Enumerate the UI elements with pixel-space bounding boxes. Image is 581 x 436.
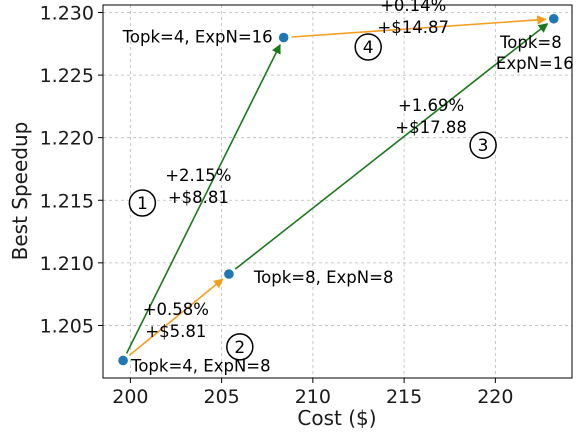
data-point [278, 32, 289, 43]
data-point [224, 269, 234, 279]
badge-circle [354, 33, 382, 61]
x-axis-label: Cost ($) [297, 406, 376, 430]
point-label: Topk=8 [499, 33, 562, 52]
x-tick-label: 210 [295, 386, 331, 408]
annotation-line2: +$8.81 [168, 188, 229, 207]
arrow-2 [128, 278, 224, 357]
data-point [548, 13, 559, 24]
arrows [125, 15, 549, 357]
y-tick-label: 1.225 [40, 65, 94, 87]
badge-circle [128, 189, 157, 217]
annotation-line2: +$14.87 [377, 18, 449, 37]
annotation-line1: +1.69% [398, 96, 464, 115]
plot-frame [102, 4, 573, 379]
badge-number: 1 [137, 194, 148, 214]
grid [103, 5, 572, 378]
y-axis-label: Best Speedup [8, 122, 32, 261]
points [118, 13, 559, 366]
badge-circle [226, 333, 254, 361]
y-tick-label: 1.220 [40, 128, 94, 150]
point-label: Topk=4, ExpN=16 [122, 28, 273, 47]
point-label: Topk=8, ExpN=8 [253, 268, 394, 287]
annotation-line1: +2.15% [165, 166, 231, 185]
y-tick-label: 1.215 [40, 190, 94, 212]
annotation-line1: +0.14% [380, 0, 446, 15]
annotation-line1: +0.58% [143, 300, 209, 319]
x-tick-label: 220 [477, 386, 513, 408]
annotation-line2: +$5.81 [145, 322, 206, 341]
x-tick-label: 205 [203, 386, 239, 408]
annotation-line2: +$17.88 [395, 118, 467, 137]
y-tick-label: 1.230 [40, 3, 94, 25]
badge-number: 4 [363, 38, 374, 58]
point-label: ExpN=16 [496, 54, 574, 73]
point-label: Topk=4, ExpN=8 [130, 356, 271, 375]
x-tick-label: 215 [386, 386, 422, 408]
badge-circle [469, 131, 497, 159]
badge-number: 3 [478, 136, 489, 156]
badge-number: 2 [234, 338, 245, 358]
y-tick-label: 1.205 [40, 315, 94, 337]
ticks: 200 205 210 215 220 1.205 1.210 1.215 1.220 1.225… [40, 3, 514, 408]
annotations: Topk=4, ExpN=8 Topk=8, ExpN=8 Topk=4, ExpN… [122, 0, 574, 375]
arrow-3 [234, 23, 549, 270]
arrow-4 [291, 15, 547, 38]
data-point [118, 355, 128, 366]
arrow-1 [125, 43, 281, 354]
y-tick-label: 1.210 [40, 253, 94, 275]
x-tick-label: 200 [112, 386, 148, 408]
